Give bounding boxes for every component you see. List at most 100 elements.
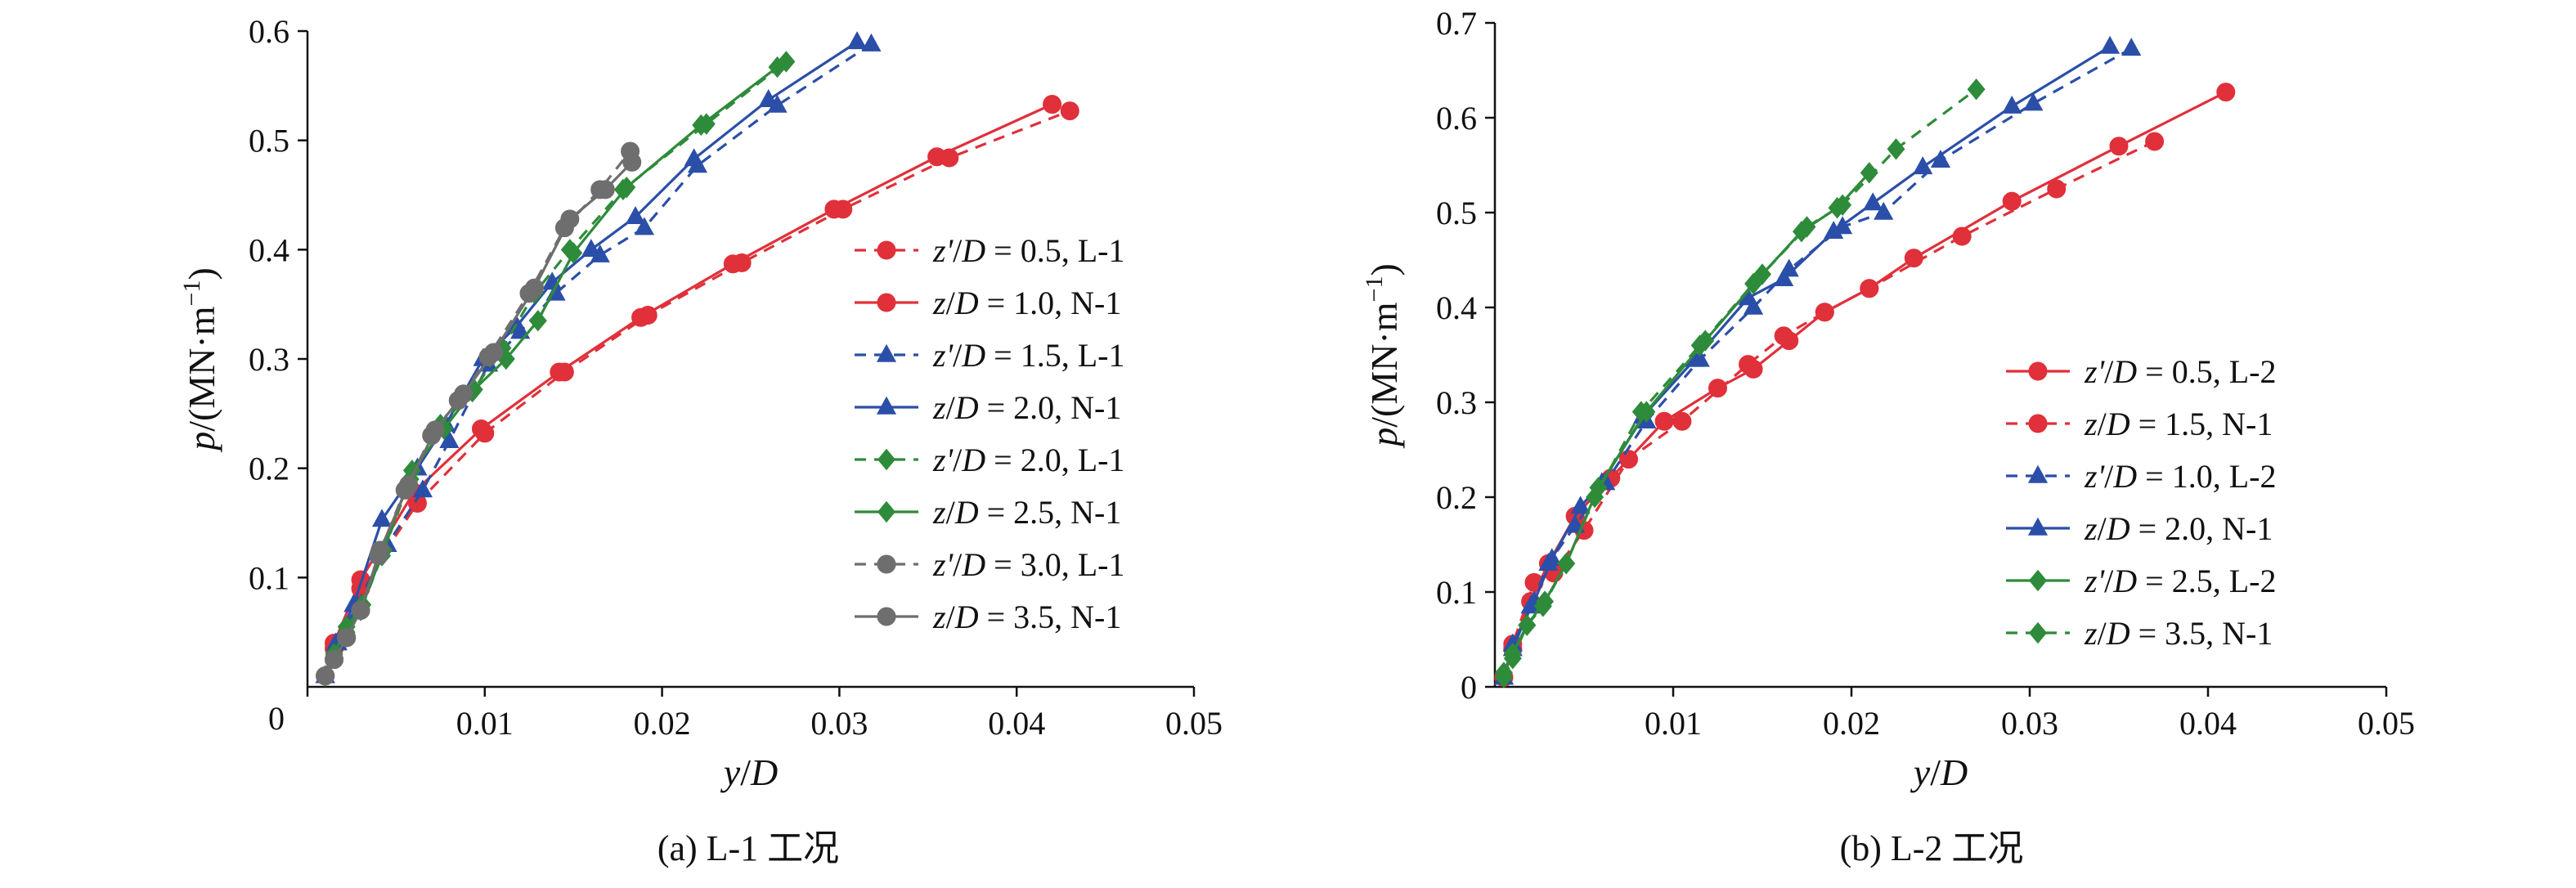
data-point [370,540,390,560]
series-line [324,41,858,677]
chart-panel-1: 0.01 0.02 0.03 0.04 0.05 0 0.1 0.2 0.3 0.4 0.5 0.6 y… [178,13,1223,868]
legend-entry: z/D = 3.5, N-1 [932,599,1121,635]
legend: z'/D = 0.5, L-2z/D = 1.5, N-1z'/D = 1.0,… [2006,353,2276,652]
data-point [1570,496,1591,514]
legend-slash: / [2098,406,2107,442]
x-axis-label-num: y [720,751,741,793]
series-line [1502,87,1977,679]
data-point [1904,249,1923,268]
legend-entry: z'/D = 1.0, L-2 [2084,458,2276,495]
legend-label: = 0.5, L-2 [2137,353,2276,390]
data-point [471,419,491,439]
data-point [564,242,583,264]
series-line [1502,140,2156,678]
y-tick-label: 0.7 [1436,5,1477,42]
data-point [2023,92,2044,111]
legend-d: D [961,232,985,269]
data-point [1744,272,1763,295]
legend-label: = 1.5, N-1 [2130,406,2273,442]
legend-label: = 1.0, N-1 [979,285,1122,321]
legend-d: D [954,285,979,321]
data-point [1952,226,1972,246]
y-axis-label-exp: −1 [178,280,205,307]
legend-entry: z/D = 1.0, N-1 [932,285,1121,321]
legend-var: z' [2084,458,2106,495]
legend-entry: z'/D = 1.5, L-1 [932,337,1124,374]
data-point [684,148,704,167]
data-point [846,31,868,50]
legend-marker [877,500,895,523]
x-axis-label: y/D [1910,751,1968,793]
data-point [768,56,787,78]
y-tick-label: 0.4 [1436,289,1477,326]
legend-slash: / [946,494,956,531]
legend-slash: / [2104,563,2114,599]
legend-entry: z'/D = 0.5, L-2 [2084,353,2276,390]
legend-label: = 2.5, N-1 [979,494,1122,531]
legend-var: z [2084,615,2098,652]
legend-d: D [2112,353,2137,390]
legend-entry: z/D = 3.5, N-1 [2084,615,2273,652]
legend-var: z [932,285,946,321]
legend-entry: z'/D = 3.0, L-1 [932,546,1124,583]
data-point [412,479,433,498]
data-point [2121,38,2142,56]
data-point [2100,35,2120,54]
legend-var: z [932,599,946,635]
y-axis-label: p/(MN·m−1) [1361,263,1405,449]
data-point [1043,95,1062,114]
y-axis-label: p/(MN·m−1) [178,267,222,453]
x-tick-label: 0.05 [2358,705,2415,742]
chart-caption: (b) L-2 工况 [1840,828,2024,868]
series-line [1502,45,2111,678]
data-point [1824,221,1844,239]
legend-d: D [2112,563,2137,599]
legend-slash: / [2098,510,2107,547]
legend-var: z' [932,232,954,269]
data-point [1672,411,1692,431]
y-axis-label-exp: −1 [1361,276,1388,303]
data-point [1631,401,1650,423]
legend-d: D [961,546,985,583]
data-point [1860,162,1878,184]
data-point [560,209,580,229]
legend-label: = 2.0, N-1 [979,389,1122,426]
legend-d: D [2112,458,2137,495]
y-tick-label: 0.5 [1436,195,1477,231]
data-point [1797,216,1816,238]
y-tick-label: 0.4 [249,231,289,268]
series-8 [316,152,642,686]
y-tick-label: 0.1 [249,559,289,596]
data-point [622,152,642,172]
legend-var: z' [932,546,954,583]
data-point [2002,95,2022,114]
data-point [484,343,504,362]
data-point [861,33,882,52]
x-tick-label: 0.05 [1165,705,1223,742]
legend-d: D [961,337,985,374]
x-tick-label: 0.02 [1823,705,1880,742]
legend-d: D [2106,406,2130,442]
data-point [1874,201,1894,220]
data-point [634,217,655,235]
legend-var: z [2084,406,2098,442]
data-point [1502,633,1523,652]
legend-marker [876,343,897,362]
legend-marker [2029,569,2047,592]
legend-label: = 2.5, L-2 [2137,563,2276,599]
data-point [1815,303,1834,322]
legend-var: z' [932,337,954,374]
data-point [927,147,947,167]
data-point [2002,191,2022,211]
data-point [1619,450,1638,469]
legend-slash: / [953,337,963,374]
legend-label: = 0.5, L-1 [985,232,1124,269]
legend-entry: z'/D = 2.0, L-1 [932,442,1124,478]
chart-panel-2: 0.01 0.02 0.03 0.04 0.05 0 0.1 0.2 0.3 0.4 0.5 0.6 0… [1361,5,2415,868]
legend-entry: z'/D = 0.5, L-1 [932,232,1124,269]
x-axis-label-slash: / [740,751,751,793]
data-point [581,239,601,258]
data-point [1860,279,1879,298]
legend-marker [2028,414,2048,433]
